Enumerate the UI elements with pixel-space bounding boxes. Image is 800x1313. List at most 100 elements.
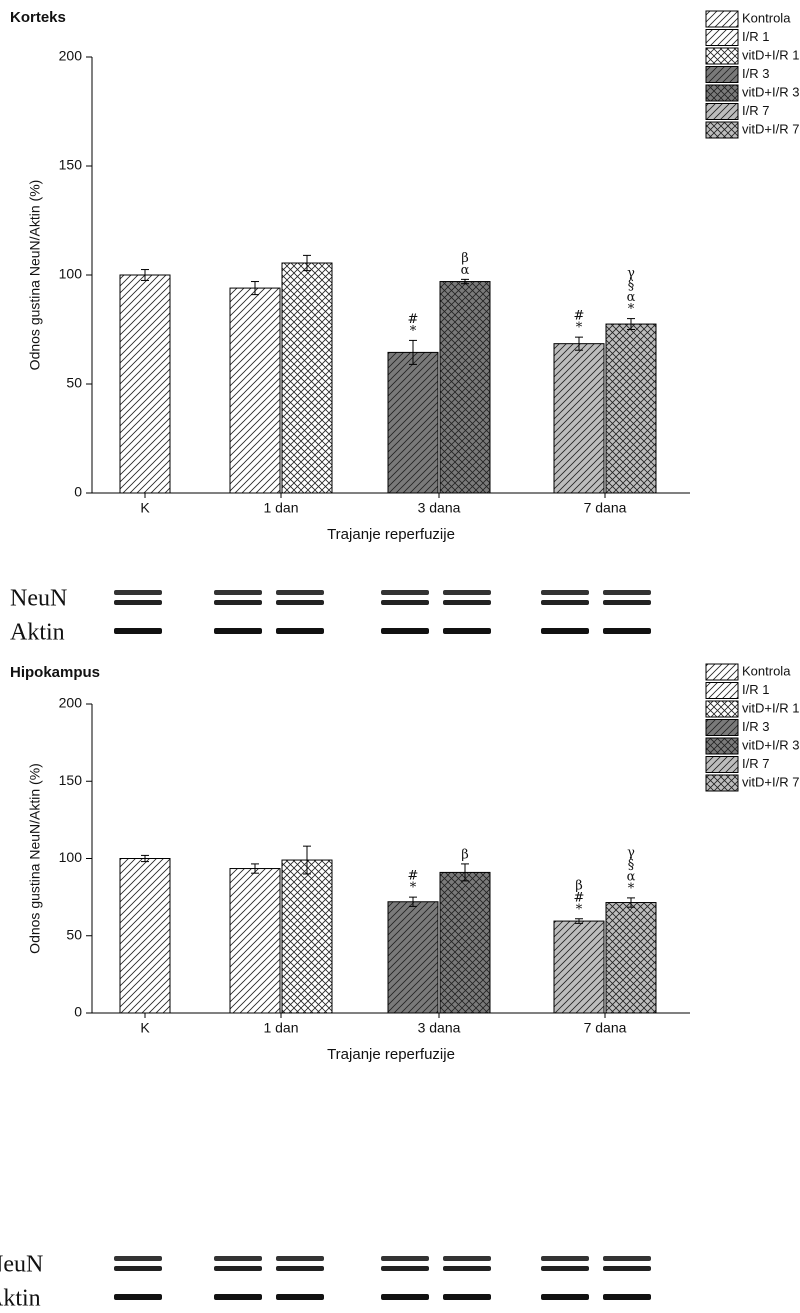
legend-label: vitD+I/R 3 (742, 84, 799, 99)
x-tick-label: K (140, 500, 150, 516)
legend-swatch (705, 103, 739, 120)
significance-marker: γ (627, 266, 635, 281)
blot-band (214, 1266, 262, 1271)
error-bar (461, 863, 469, 882)
legend-label: I/R 3 (742, 719, 769, 734)
legend-swatch (705, 719, 739, 736)
legend-label: I/R 1 (742, 29, 769, 44)
blot-band (114, 1294, 162, 1300)
significance-marker: * (410, 881, 417, 896)
blot-band (541, 1266, 589, 1271)
blot-band (381, 600, 429, 605)
error-bar (409, 896, 417, 907)
blot-band (381, 1256, 429, 1261)
legend-swatch (705, 121, 739, 139)
blot-band (214, 1256, 262, 1261)
blot-label: Aktin (0, 1286, 41, 1312)
significance-marker: § (628, 278, 635, 293)
x-tick-label: K (140, 1020, 150, 1036)
blot-band (443, 1294, 491, 1300)
legend-label: I/R 7 (742, 756, 769, 771)
blot-band (114, 590, 162, 595)
bar (605, 902, 657, 1014)
y-tick-label: 100 (59, 849, 83, 865)
blot-band (214, 1294, 262, 1300)
legend-swatch (705, 84, 739, 102)
y-tick-label: 200 (59, 48, 83, 64)
blot-label: NeuN (10, 586, 67, 612)
blot-band (603, 628, 651, 634)
y-tick-label: 0 (74, 484, 82, 500)
y-tick-label: 150 (59, 772, 83, 788)
blot-band (541, 590, 589, 595)
bar (281, 262, 333, 494)
y-tick-label: 100 (59, 266, 83, 282)
blot-band (443, 1256, 491, 1261)
error-bar (141, 854, 149, 863)
blot-band (114, 1266, 162, 1271)
y-axis-label: Odnos gustina NeuN/Aktin (%) (27, 180, 43, 371)
blot-band (114, 628, 162, 634)
blot-band (381, 590, 429, 595)
y-axis-label: Odnos gustina NeuN/Aktin (%) (27, 763, 43, 954)
legend-label: vitD+I/R 7 (742, 774, 799, 789)
blot-band (276, 590, 324, 595)
blot-band (276, 1266, 324, 1271)
significance-marker: # (574, 309, 585, 324)
error-bar (575, 336, 583, 351)
significance-marker: * (410, 324, 417, 339)
error-bar (141, 269, 149, 281)
significance-marker: * (628, 881, 635, 896)
blot-band (603, 1294, 651, 1300)
legend-label: I/R 7 (742, 103, 769, 118)
error-bar (575, 918, 583, 924)
blot-band (541, 628, 589, 634)
x-tick-label: 1 dan (263, 500, 298, 516)
significance-marker: * (576, 321, 583, 336)
bar (229, 868, 281, 1014)
significance-marker: α (627, 290, 636, 305)
error-bar (303, 254, 311, 272)
error-bar (303, 845, 311, 875)
legend-label: vitD+I/R 1 (742, 47, 799, 62)
blot-band (276, 628, 324, 634)
x-tick-label: 3 dana (418, 500, 461, 516)
bar (119, 858, 171, 1014)
legend-swatch (705, 737, 739, 755)
x-tick-label: 7 dana (584, 1020, 627, 1036)
error-bar (409, 339, 417, 365)
bar (387, 901, 439, 1014)
error-bar (627, 897, 635, 908)
blot-band (603, 590, 651, 595)
blot-band (214, 600, 262, 605)
bar (439, 281, 491, 494)
y-tick-label: 200 (59, 695, 83, 711)
bar (553, 343, 605, 494)
blot-band (541, 1294, 589, 1300)
x-tick-label: 3 dana (418, 1020, 461, 1036)
legend-swatch (705, 682, 739, 699)
legend-swatch (705, 756, 739, 773)
legend-swatch (705, 66, 739, 83)
significance-marker: # (408, 312, 419, 327)
bar (439, 871, 491, 1014)
x-axis-label: Trajanje reperfuzije (327, 526, 455, 543)
significance-marker: β (461, 251, 469, 266)
error-bar (461, 278, 469, 285)
y-tick-label: 50 (66, 926, 82, 942)
significance-marker: § (628, 857, 635, 872)
significance-marker: * (628, 302, 635, 317)
legend-label: vitD+I/R 7 (742, 121, 799, 136)
error-bar (627, 318, 635, 330)
blot-band (541, 600, 589, 605)
x-axis-label: Trajanje reperfuzije (327, 1046, 455, 1063)
chart-title: Hipokampus (10, 664, 100, 681)
blot-band (276, 1256, 324, 1261)
blot-band (381, 1266, 429, 1271)
significance-marker: # (574, 890, 585, 905)
legend-label: I/R 3 (742, 66, 769, 81)
y-tick-label: 50 (66, 375, 82, 391)
blot-band (381, 1294, 429, 1300)
legend-label: vitD+I/R 3 (742, 737, 799, 752)
